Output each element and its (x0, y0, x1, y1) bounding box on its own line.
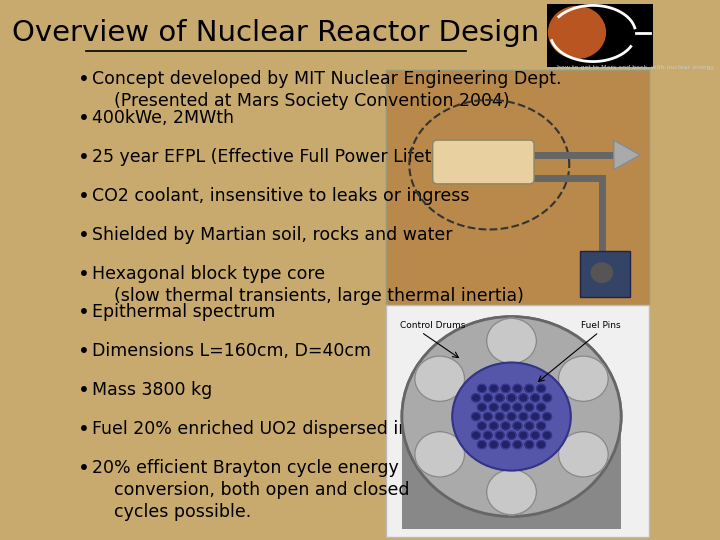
Circle shape (490, 403, 498, 411)
Circle shape (507, 394, 516, 402)
Text: •: • (78, 70, 89, 89)
Circle shape (477, 441, 486, 449)
FancyBboxPatch shape (402, 416, 621, 529)
Circle shape (536, 441, 546, 449)
Text: Hexagonal block type core
    (slow thermal transients, large thermal inertia): Hexagonal block type core (slow thermal … (92, 265, 524, 305)
Circle shape (513, 403, 522, 411)
Circle shape (472, 394, 480, 402)
Circle shape (477, 422, 486, 430)
Circle shape (536, 384, 546, 393)
Circle shape (452, 362, 571, 470)
Text: •: • (78, 148, 89, 167)
Circle shape (490, 441, 498, 449)
Circle shape (519, 394, 528, 402)
FancyBboxPatch shape (386, 70, 649, 305)
Circle shape (531, 413, 540, 421)
Circle shape (513, 384, 522, 393)
Circle shape (477, 403, 486, 411)
Text: •: • (78, 459, 89, 478)
Text: 25 year EFPL (Effective Full Power Lifetime): 25 year EFPL (Effective Full Power Lifet… (92, 148, 472, 166)
Circle shape (513, 422, 522, 430)
Circle shape (501, 403, 510, 411)
Circle shape (525, 422, 534, 430)
Circle shape (483, 413, 492, 421)
Circle shape (507, 413, 516, 421)
Text: 20% efficient Brayton cycle energy
    conversion, both open and closed
    cycl: 20% efficient Brayton cycle energy conve… (92, 459, 410, 522)
Circle shape (536, 403, 546, 411)
Text: •: • (78, 420, 89, 439)
Text: Concept developed by MIT Nuclear Engineering Dept.
    (Presented at Mars Societ: Concept developed by MIT Nuclear Enginee… (92, 70, 562, 110)
Text: Fuel Pins: Fuel Pins (581, 321, 621, 330)
Circle shape (487, 318, 536, 363)
Polygon shape (613, 140, 640, 170)
Circle shape (543, 431, 552, 439)
Circle shape (543, 413, 552, 421)
Circle shape (490, 422, 498, 430)
Text: Overview of Nuclear Reactor Design: Overview of Nuclear Reactor Design (12, 19, 540, 47)
Circle shape (501, 422, 510, 430)
Circle shape (507, 431, 516, 439)
Circle shape (402, 316, 621, 516)
Circle shape (559, 431, 608, 477)
Text: •: • (78, 226, 89, 245)
Circle shape (519, 413, 528, 421)
Circle shape (531, 431, 540, 439)
Text: Dimensions L=160cm, D=40cm: Dimensions L=160cm, D=40cm (92, 342, 372, 360)
Circle shape (513, 441, 522, 449)
Circle shape (549, 6, 606, 58)
Circle shape (415, 431, 464, 477)
Text: 400kWe, 2MWth: 400kWe, 2MWth (92, 109, 235, 127)
Circle shape (487, 469, 536, 515)
Circle shape (483, 431, 492, 439)
Circle shape (525, 403, 534, 411)
Circle shape (477, 384, 486, 393)
Circle shape (591, 263, 613, 282)
Circle shape (495, 431, 504, 439)
Text: •: • (78, 381, 89, 400)
Text: Fuel 20% enriched UO2 dispersed in BeO: Fuel 20% enriched UO2 dispersed in BeO (92, 420, 451, 438)
Circle shape (531, 394, 540, 402)
Text: •: • (78, 109, 89, 128)
FancyBboxPatch shape (580, 251, 630, 297)
Text: Shielded by Martian soil, rocks and water: Shielded by Martian soil, rocks and wate… (92, 226, 453, 244)
Text: Epithermal spectrum: Epithermal spectrum (92, 303, 276, 321)
Circle shape (495, 394, 504, 402)
Text: Mass 3800 kg: Mass 3800 kg (92, 381, 212, 399)
Text: Control Drums: Control Drums (400, 321, 466, 330)
Circle shape (415, 356, 464, 401)
FancyBboxPatch shape (386, 305, 649, 537)
Text: •: • (78, 265, 89, 284)
Text: CO2 coolant, insensitive to leaks or ingress: CO2 coolant, insensitive to leaks or ing… (92, 187, 470, 205)
Circle shape (472, 431, 480, 439)
FancyBboxPatch shape (433, 140, 534, 184)
FancyBboxPatch shape (547, 4, 653, 68)
Circle shape (525, 384, 534, 393)
Circle shape (559, 356, 608, 401)
Circle shape (501, 441, 510, 449)
Circle shape (483, 394, 492, 402)
Circle shape (519, 431, 528, 439)
Circle shape (525, 441, 534, 449)
Circle shape (536, 422, 546, 430)
Text: •: • (78, 303, 89, 322)
Text: ... how to get to Mars and back, with nuclear energy: ... how to get to Mars and back, with nu… (549, 65, 714, 70)
Text: •: • (78, 187, 89, 206)
Text: •: • (78, 342, 89, 361)
Circle shape (472, 413, 480, 421)
Circle shape (501, 384, 510, 393)
Circle shape (402, 316, 621, 516)
Circle shape (543, 394, 552, 402)
Circle shape (495, 413, 504, 421)
Circle shape (490, 384, 498, 393)
